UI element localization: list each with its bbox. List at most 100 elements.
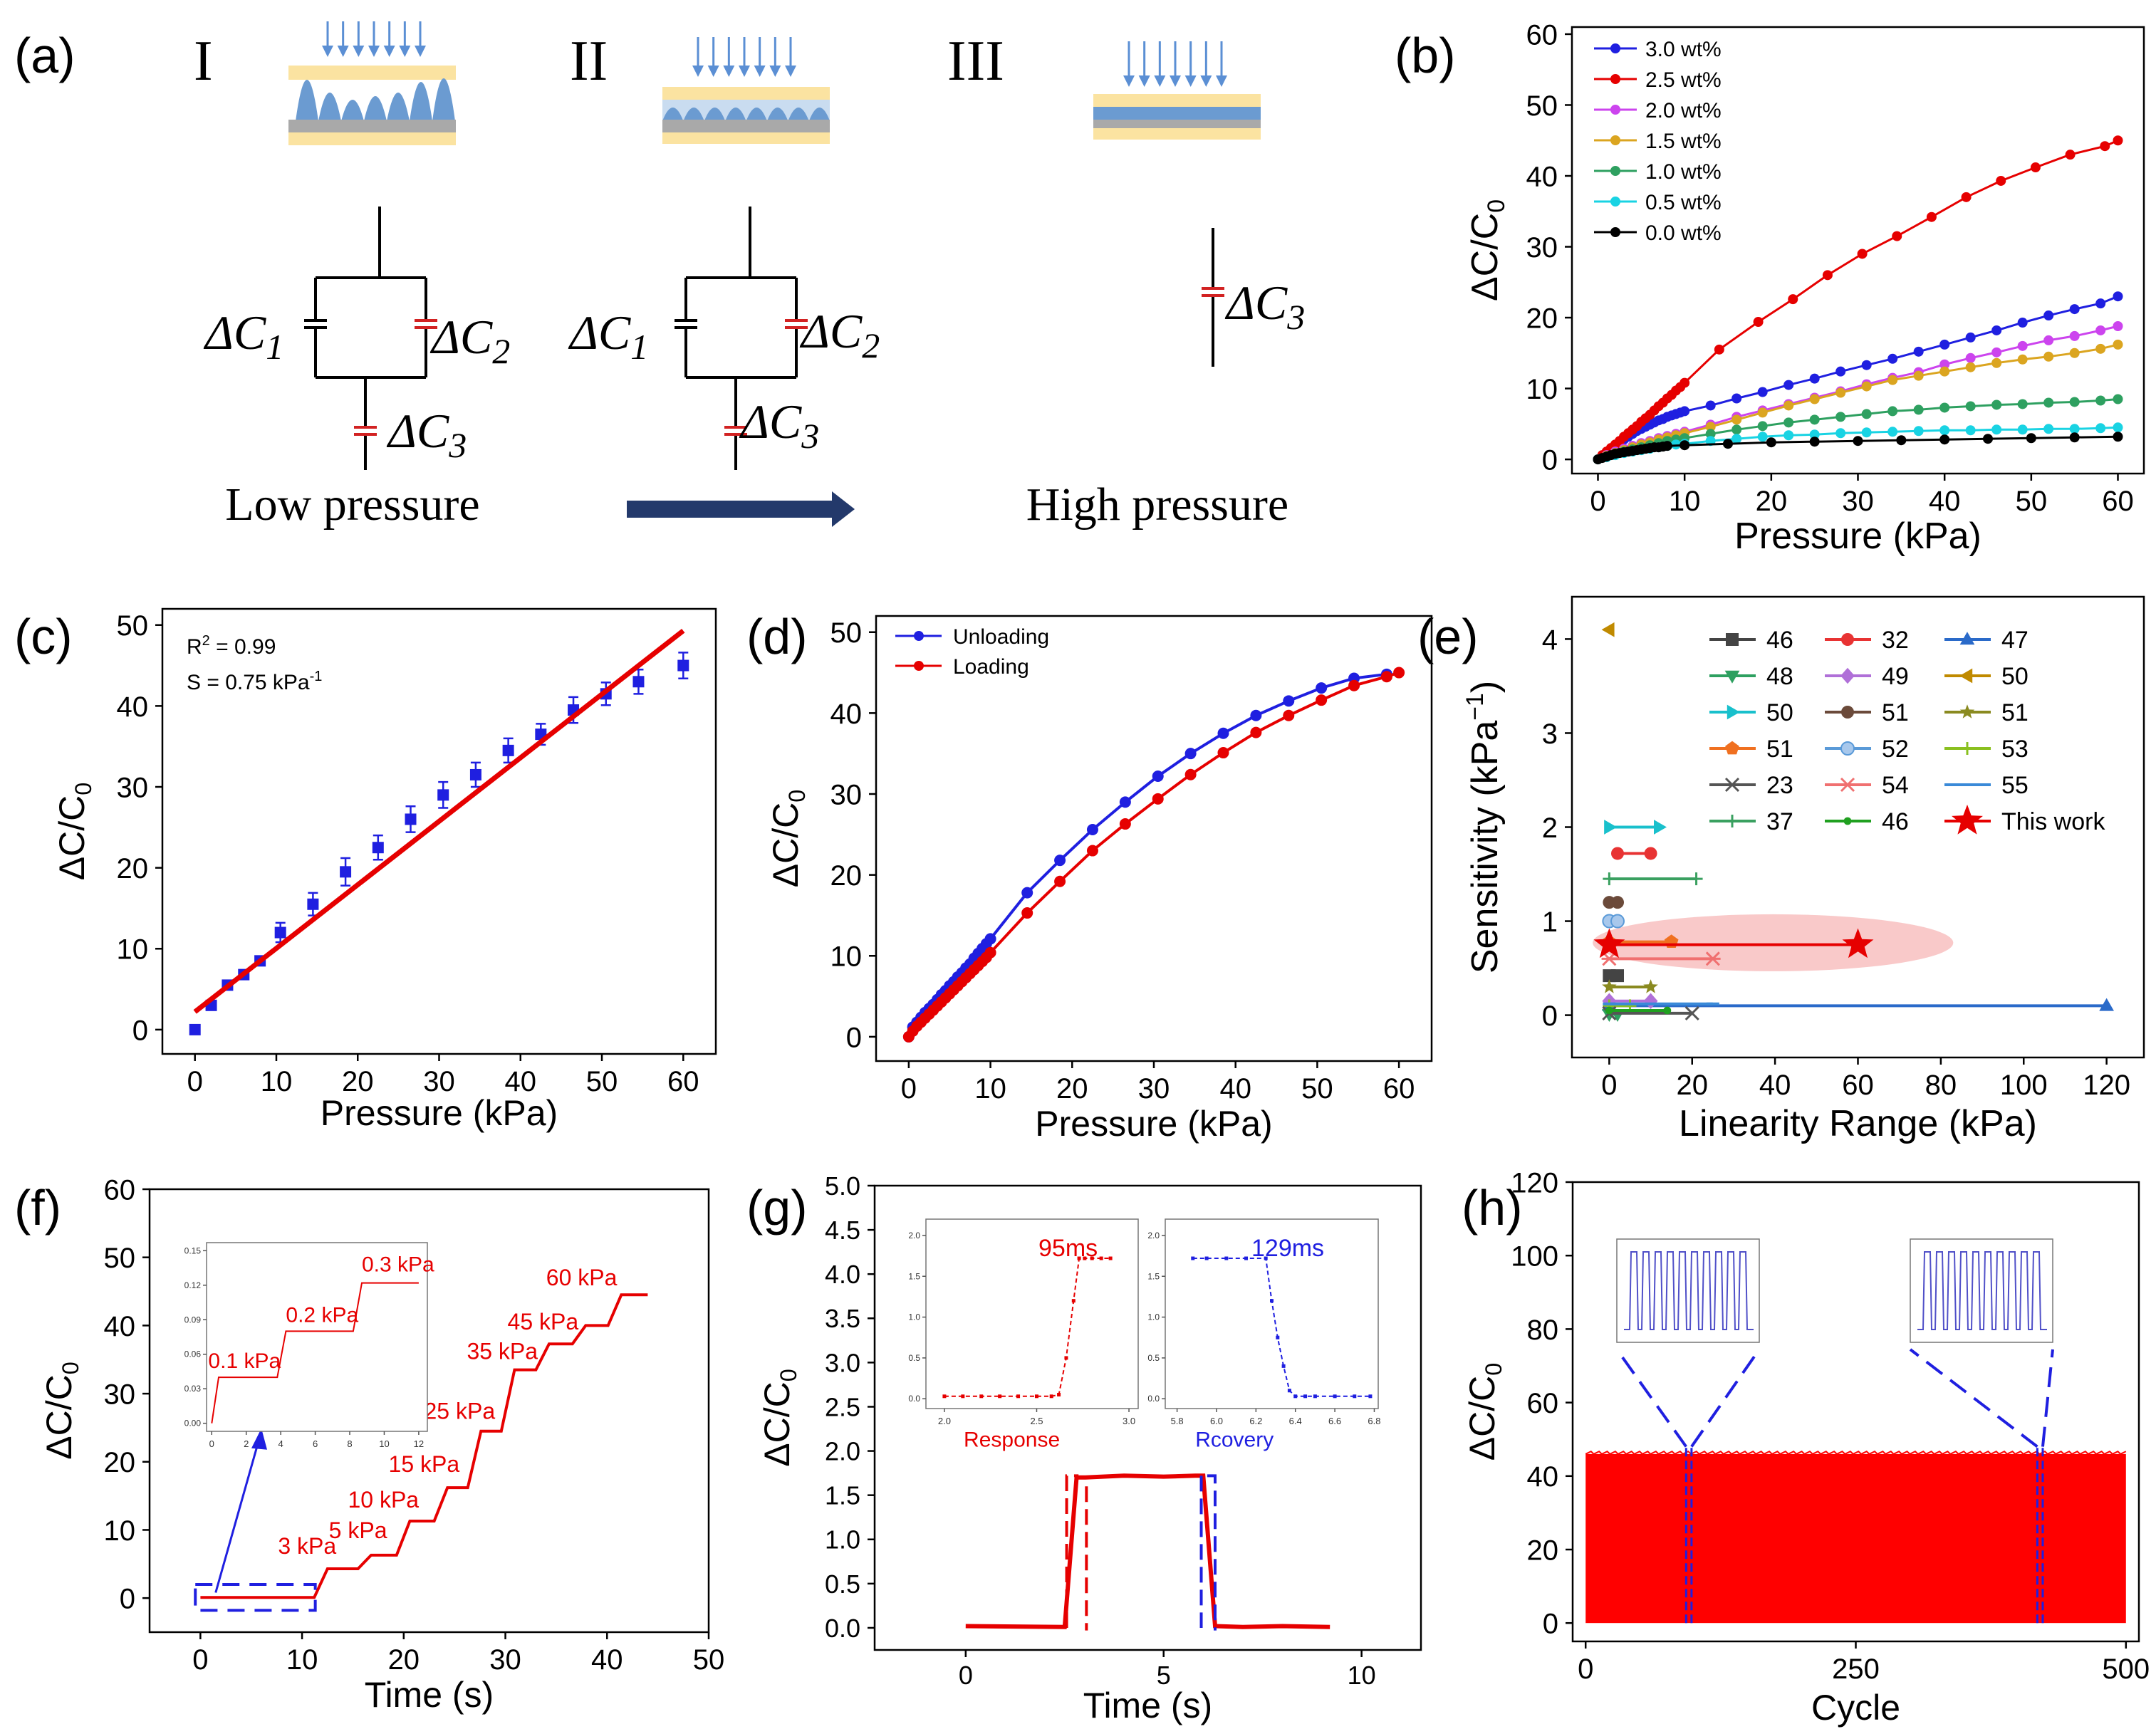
dielectric-base [662, 120, 830, 132]
data-point [2043, 310, 2054, 321]
inset-data-point [1108, 1256, 1113, 1260]
data-point [2043, 424, 2054, 434]
data-point [1983, 434, 1993, 444]
data-point [469, 768, 481, 780]
data-point [1783, 380, 1794, 390]
y-tick-label: 2.5 [825, 1392, 860, 1421]
pressure-arrow-head [1138, 75, 1150, 87]
inset-y-tick-label: 0.5 [908, 1353, 920, 1363]
data-point [2113, 291, 2123, 302]
data-point [2113, 339, 2123, 350]
data-point [1757, 407, 1768, 418]
data-point [1965, 332, 1976, 343]
data-point [2069, 424, 2080, 434]
inset-y-tick-label: 1.5 [1147, 1271, 1160, 1281]
inset-y-tick-label: 0.0 [908, 1394, 920, 1404]
inset-data-point [961, 1394, 965, 1399]
series-line [907, 671, 1400, 1038]
x-axis-label: Time (s) [365, 1675, 494, 1715]
legend-marker [1610, 105, 1620, 115]
inset-x-tick-label: 2 [244, 1438, 249, 1449]
y-tick-label: 3.5 [825, 1304, 860, 1333]
inset-data-point [1099, 1256, 1103, 1260]
panel-label: (c) [14, 609, 73, 664]
data-point [1809, 437, 1820, 447]
inset-x-tick-label: 0 [209, 1438, 214, 1449]
zoom-connector [1615, 1348, 1761, 1448]
capacitor-symbol [675, 319, 697, 329]
top-electrode [288, 66, 456, 80]
data-point [1783, 430, 1794, 441]
data-point [1887, 353, 1898, 364]
data-point [984, 946, 996, 958]
inset-data-point [1264, 1256, 1268, 1260]
legend-marker [1959, 632, 1975, 645]
inset-data-point [1368, 1394, 1373, 1399]
data-point [2095, 325, 2106, 335]
y-axis-label: ΔC/C0 [757, 1369, 801, 1467]
y-tick-label: 10 [1526, 374, 1558, 405]
legend-marker [1610, 135, 1620, 145]
capacitance-label-main: ΔC [799, 304, 863, 358]
flattened-layer [1093, 107, 1261, 120]
legend-label: 1.0 wt% [1645, 160, 1722, 184]
x-tick-label: 60 [1842, 1070, 1874, 1101]
pressure-arrow-head [707, 66, 719, 77]
data-point [1939, 339, 1950, 350]
legend-label: 23 [1766, 772, 1793, 799]
legend-label: 32 [1882, 627, 1909, 654]
data-point [1380, 671, 1392, 683]
data-point [1835, 428, 1846, 439]
x-tick-label: 20 [1756, 486, 1788, 517]
capacitance-label-main: ΔC [386, 404, 449, 458]
data-point [1913, 426, 1924, 437]
y-tick-label: 40 [1526, 161, 1558, 192]
data-point [1965, 425, 1976, 436]
step-label: 25 kPa [425, 1398, 496, 1424]
x-tick-label: 30 [1842, 486, 1874, 517]
data-point [1809, 373, 1820, 384]
pressure-arrow-head [399, 46, 411, 57]
data-point [2113, 135, 2123, 146]
pressure-arrow-head [754, 66, 766, 77]
inset-data-point [1281, 1364, 1286, 1368]
inset-y-tick-label: 2.0 [908, 1231, 920, 1240]
data-point [1714, 344, 1724, 355]
data-point [1913, 346, 1924, 357]
x-tick-label: 50 [693, 1644, 725, 1676]
highlight-ellipse [1593, 914, 1954, 971]
pressure-arrow-head [1170, 75, 1181, 87]
legend-label: 0.0 wt% [1645, 221, 1722, 245]
y-tick-label: 30 [830, 779, 863, 810]
data-point [1593, 928, 1625, 958]
recovery-dashed-box [1199, 1474, 1217, 1631]
inset-data-point [1064, 1356, 1068, 1360]
y-tick-label: 10 [830, 941, 863, 973]
y-tick-label: 20 [1526, 303, 1558, 334]
x-tick-label: 60 [1383, 1073, 1415, 1104]
capacitor-symbol [354, 426, 377, 436]
legend-label: 52 [1882, 736, 1909, 763]
capacitance-label-sub: 3 [1286, 297, 1305, 337]
pressure-arrow-head [692, 66, 704, 77]
dielectric-base [288, 120, 456, 132]
data-point [1842, 928, 1874, 958]
capacitance-label-sub: 3 [448, 425, 467, 465]
zoom-window [2036, 1446, 2044, 1624]
data-point [2017, 354, 2028, 365]
y-axis-label: ΔC/C0 [1464, 199, 1510, 301]
legend-label: 51 [1882, 699, 1909, 726]
data-point [372, 842, 384, 854]
inset-data-point [1333, 1394, 1337, 1399]
step-label: 35 kPa [467, 1338, 538, 1364]
y-tick-label: 30 [1526, 232, 1558, 263]
micro-bumps [288, 78, 456, 121]
data-point [1348, 679, 1360, 691]
step-label: 60 kPa [546, 1265, 618, 1290]
data-point [1731, 414, 1742, 425]
capacitance-label-main: ΔC [429, 310, 493, 364]
panel-label: (b) [1395, 28, 1456, 83]
data-point [2017, 424, 2028, 435]
pressure-arrow-head [1123, 75, 1135, 87]
